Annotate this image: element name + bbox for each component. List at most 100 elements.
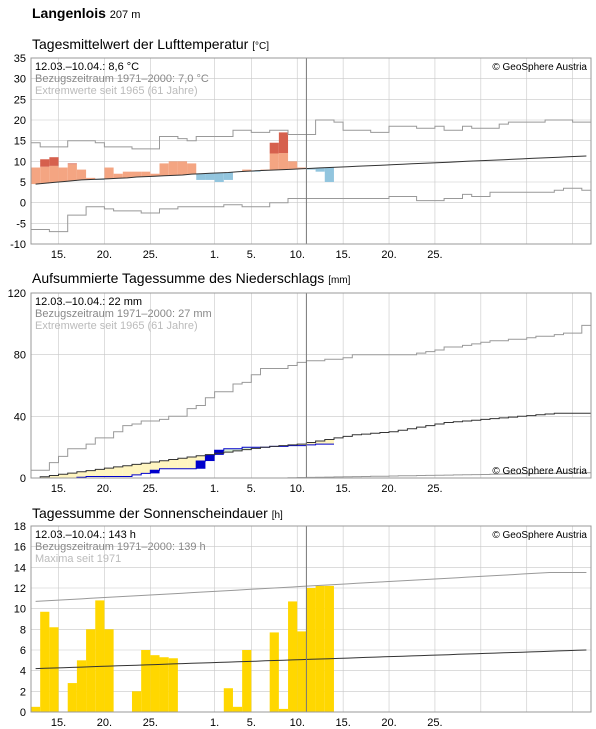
temp-anomaly-cold-bar [324,167,334,182]
precip-daily-bar [196,461,206,469]
x-tick-label: 1. [210,717,219,729]
sunshine-bar [104,629,114,712]
x-tick-label: 20. [97,249,112,261]
temp-anomaly-warm-bar [242,169,252,172]
info-line: Extremwerte seit 1965 (61 Jahre) [35,320,198,332]
info-line: 12.03.–10.04.: 143 h [35,529,136,541]
temp-anomaly-cold-bar [214,172,224,182]
y-tick-label: 8 [20,624,26,636]
precipitation-title: Aufsummierte Tagessumme des Niederschlag… [32,270,350,286]
precip-deficit-area [67,473,77,478]
temp-anomaly-warm-bar [31,167,41,185]
temp-anomaly-hot-bar [269,142,279,154]
copyright-text: © GeoSphere Austria [492,530,587,541]
x-tick-label: 5. [247,717,256,729]
sunshine-bar [150,655,160,712]
sunshine-bar [86,629,96,712]
precip-deficit-area [159,460,169,469]
temperature-unit: [°C] [252,41,269,52]
precip-surplus-area [232,448,243,451]
precip-deficit-area [131,464,142,475]
x-tick-label: 25. [143,249,158,261]
temp-anomaly-cold-bar [196,173,206,180]
precip-deficit-area [76,471,87,478]
y-tick-label: -5 [16,218,26,230]
precip-observed-line [31,443,334,479]
sunshine-unit: [h] [271,510,283,521]
precip-deficit-area [58,474,68,478]
precip-daily-bar [214,450,224,455]
sunshine-bar [76,660,87,712]
sunshine-bar [141,650,151,712]
precip-daily-bar [150,470,160,474]
x-tick-label: 15. [335,717,350,729]
temp-anomaly-warm-bar [113,173,123,179]
temp-anomaly-cold-bar [315,167,325,172]
temp-anomaly-warm-bar [67,164,77,181]
temp-anomaly-warm-bar [86,177,96,180]
temp-anomaly-warm-bar [104,167,114,179]
x-tick-label: 20. [381,483,396,495]
y-tick-label: 10 [14,156,26,168]
temp-anomaly-warm-bar [141,171,151,177]
temp-anomaly-warm-bar [168,161,178,176]
sunshine-bar [223,688,233,712]
sunshine-bar [269,632,279,712]
precip-deficit-area [122,465,132,477]
temp-anomaly-warm-bar [177,161,188,175]
station-name: Langenlois [32,5,106,21]
y-tick-label: 40 [14,411,26,423]
y-tick-label: 10 [14,604,26,616]
y-tick-label: -10 [10,239,26,251]
y-tick-label: 25 [14,94,26,106]
sunshine-bar [95,600,105,712]
precip-deficit-area [315,441,325,445]
copyright-text: © GeoSphere Austria [492,62,587,73]
precip-surplus-area [242,447,252,450]
sunshine-bar [168,658,178,712]
x-tick-label: 25. [427,483,442,495]
precip-deficit-area [113,466,123,477]
temp-anomaly-warm-bar [122,171,132,178]
precip-max-line [31,324,591,471]
x-tick-label: 10. [290,717,305,729]
precip-deficit-area [86,470,96,477]
precip-daily-bar [205,454,215,462]
temp-anomaly-cold-bar [223,172,233,180]
copyright-text: © GeoSphere Austria [492,466,587,477]
sunshine-chart: 0 2 4 6 8 10 12 14 16 18 15. 20. 25. 1. 5. 10. 15. 20. 25.… [14,521,592,729]
precip-deficit-area [95,469,105,477]
sunshine-bar [288,601,298,712]
precipitation-title-text: Aufsummierte Tagessumme des Niederschlag… [32,270,325,286]
temp-normal-line [35,155,587,185]
temp-max-extreme-line [31,119,591,150]
precip-deficit-area [168,459,178,469]
y-tick-label: 15 [14,136,26,148]
temp-anomaly-warm-bar [159,163,169,176]
sunshine-bar [232,706,243,712]
x-tick-label: 15. [335,249,350,261]
y-tick-label: 0 [20,198,26,210]
x-tick-label: 25. [427,717,442,729]
sunshine-bar [278,708,289,712]
sunshine-bar [324,585,334,712]
temp-anomaly-warm-bar [297,167,307,169]
sunshine-bar [315,585,325,712]
y-tick-label: 20 [14,115,26,127]
sunshine-bar [297,631,307,712]
precip-deficit-area [150,461,160,471]
x-tick-label: 25. [427,249,442,261]
x-tick-label: 5. [247,483,256,495]
temperature-chart: -10 -5 0 5 10 15 20 25 30 35 15. 20. 25. 1. 5. 10. 15. 20… [10,53,592,261]
sunshine-bar [67,683,77,712]
y-tick-label: 14 [14,562,26,574]
info-block: 12.03.–10.04.: 8,6 °C Bezugszeitraum 1971… [35,61,209,97]
temp-anomaly-warm-bar [58,167,68,182]
info-line: Bezugszeitraum 1971–2000: 7,0 °C [35,73,209,85]
y-tick-label: 35 [14,53,26,65]
sunshine-bar [306,588,316,712]
x-tick-label: 20. [381,717,396,729]
sunshine-bar [40,611,50,712]
info-line: Bezugszeitraum 1971–2000: 27 mm [35,308,212,320]
temp-anomaly-warm-bar [269,153,279,171]
